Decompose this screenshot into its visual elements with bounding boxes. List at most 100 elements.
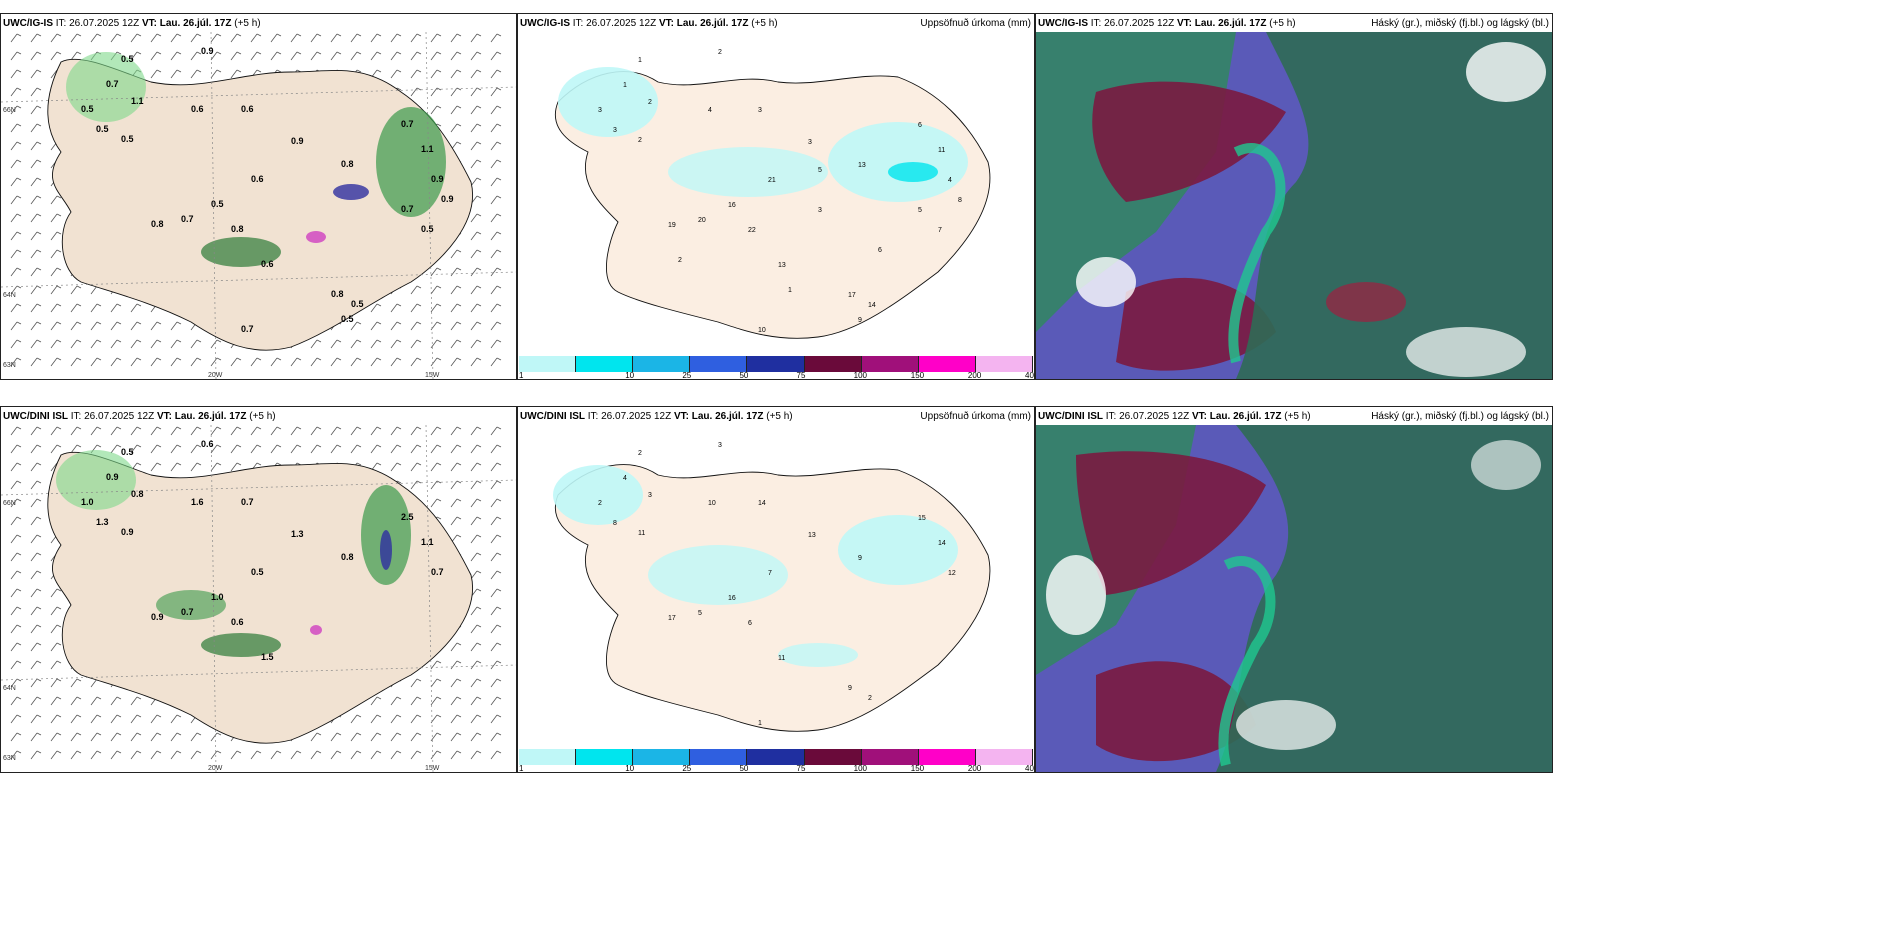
value-label: 1 — [788, 287, 792, 294]
wind-barb — [210, 750, 218, 760]
value-label: 16 — [728, 595, 736, 602]
value-label: 3 — [648, 492, 652, 499]
wind-barb — [90, 357, 98, 367]
wind-barb — [10, 177, 18, 187]
value-label: 0.7 — [106, 79, 119, 89]
colorbar-segment — [690, 749, 748, 765]
value-label: 0.8 — [231, 224, 244, 234]
wind-barb — [170, 69, 178, 79]
wind-precip-map: 66N 64N 63N 20W 15W 0.50.90.70.51.10.50.… — [1, 32, 516, 379]
wind-barb — [30, 285, 38, 295]
wind-barb — [50, 588, 58, 598]
wind-barb — [30, 588, 38, 598]
wind-barb — [70, 426, 78, 436]
wind-barb — [450, 714, 458, 724]
wind-barb — [290, 750, 298, 760]
colorbar-segment — [747, 749, 805, 765]
wind-barb — [450, 87, 458, 97]
svg-text:64N: 64N — [3, 685, 16, 692]
wind-barb — [310, 732, 318, 742]
wind-barb — [410, 87, 418, 97]
cloud-cover-map — [1036, 32, 1552, 379]
value-label: 0.8 — [341, 159, 354, 169]
value-label: 0.6 — [251, 174, 264, 184]
wind-barb — [30, 750, 38, 760]
wind-barb — [310, 444, 318, 454]
wind-barb — [470, 534, 478, 544]
panel-title: UWC/DINI ISL IT: 26.07.2025 12Z VT: Lau.… — [1038, 411, 1311, 422]
wind-barb — [470, 213, 478, 223]
wind-barb — [70, 444, 78, 454]
wind-barb — [110, 696, 118, 706]
wind-barb — [210, 339, 218, 349]
wind-barb — [310, 750, 318, 760]
wind-barb — [430, 678, 438, 688]
wind-barb — [10, 750, 18, 760]
value-label: 0.5 — [421, 224, 434, 234]
wind-barb — [490, 159, 498, 169]
colorbar-segment — [804, 356, 862, 372]
wind-barb — [370, 51, 378, 61]
wind-barb — [230, 444, 238, 454]
wind-barb — [30, 444, 38, 454]
wind-barb — [430, 732, 438, 742]
wind-barb — [170, 51, 178, 61]
wind-barb — [410, 444, 418, 454]
wind-barb — [430, 33, 438, 43]
wind-barb — [10, 321, 18, 331]
value-label: 3 — [818, 207, 822, 214]
wind-barb — [450, 426, 458, 436]
wind-barb — [130, 696, 138, 706]
wind-barb — [10, 285, 18, 295]
colorbar-label: 1 — [519, 764, 524, 773]
wind-barb — [410, 426, 418, 436]
wind-barb — [50, 321, 58, 331]
wind-barb — [10, 303, 18, 313]
wind-barb — [470, 159, 478, 169]
wind-barb — [30, 516, 38, 526]
wind-barb — [30, 249, 38, 259]
wind-barb — [390, 462, 398, 472]
wind-barb — [490, 498, 498, 508]
value-label: 19 — [668, 222, 676, 229]
value-label: 12 — [948, 570, 956, 577]
wind-barb — [90, 714, 98, 724]
wind-barb — [430, 267, 438, 277]
colorbar-segment — [804, 749, 862, 765]
wind-barb — [10, 339, 18, 349]
wind-barb — [70, 750, 78, 760]
wind-barb — [490, 624, 498, 634]
wind-barb — [290, 357, 298, 367]
wind-barb — [10, 444, 18, 454]
value-label: 0.6 — [261, 259, 274, 269]
wind-barb — [490, 123, 498, 133]
wind-barb — [250, 357, 258, 367]
wind-barb — [90, 339, 98, 349]
wind-barb — [30, 339, 38, 349]
value-label: 6 — [878, 247, 882, 254]
wind-barb — [10, 642, 18, 652]
wind-barb — [30, 123, 38, 133]
value-label: 1.3 — [291, 529, 304, 539]
wind-barb — [470, 285, 478, 295]
wind-barb — [210, 732, 218, 742]
wind-barb — [50, 696, 58, 706]
wind-barb — [490, 105, 498, 115]
wind-barb — [390, 321, 398, 331]
wind-precip-map: 66N 64N 63N 20W 15W 0.50.60.91.00.81.31.… — [1, 425, 516, 772]
wind-barb — [10, 516, 18, 526]
wind-barb — [230, 33, 238, 43]
wind-barb — [230, 426, 238, 436]
wind-barb — [50, 33, 58, 43]
wind-barb — [10, 105, 18, 115]
value-label: 2 — [718, 49, 722, 56]
wind-barb — [410, 480, 418, 490]
wind-barb — [450, 285, 458, 295]
wind-barb — [370, 426, 378, 436]
wind-barb — [170, 462, 178, 472]
wind-barb — [470, 357, 478, 367]
wind-barb — [470, 498, 478, 508]
wind-barb — [210, 462, 218, 472]
wind-barb — [410, 732, 418, 742]
wind-barb — [150, 321, 158, 331]
